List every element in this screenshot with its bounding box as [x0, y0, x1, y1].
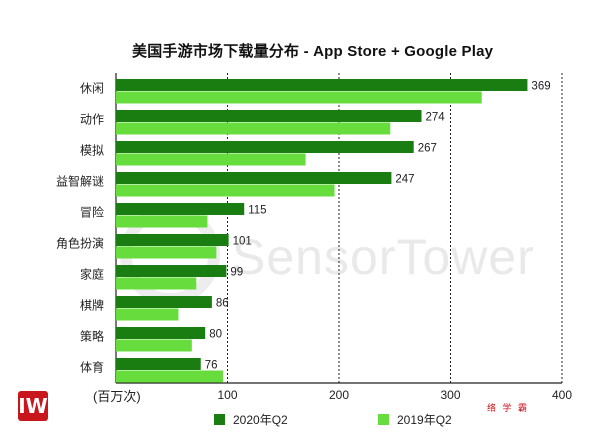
category-label: 休闲: [80, 82, 104, 96]
bar-2020: [116, 203, 245, 215]
bar-2019: [116, 91, 482, 104]
bar-2020: [116, 79, 528, 91]
data-label: 247: [395, 174, 414, 186]
x-tick-label-200: 200: [329, 388, 349, 402]
category-label: 策略: [80, 329, 104, 344]
bar-2019: [116, 370, 224, 383]
legend-swatch-2019: [378, 414, 389, 425]
category-label: 体育: [80, 360, 104, 375]
legend-item-2020: 2020年Q2: [214, 411, 288, 428]
bar-2019: [116, 215, 208, 228]
logo-right: 络 学 霸: [487, 403, 530, 413]
x-axis-unit-label: (百万次): [93, 389, 141, 404]
chart-title: 美国手游市场下载量分布 - App Store + Google Play: [132, 43, 494, 60]
data-label: 115: [248, 205, 266, 217]
category-label: 家庭: [80, 267, 104, 282]
data-label: 80: [209, 329, 222, 341]
data-label: 101: [233, 236, 252, 248]
bar-2020: [116, 141, 414, 153]
bar-2019: [116, 153, 306, 166]
bar-2019: [116, 339, 192, 352]
bar-2019: [116, 184, 335, 197]
legend-swatch-2020: [214, 414, 225, 425]
category-label: 动作: [80, 113, 104, 127]
bar-2020: [116, 358, 201, 370]
category-label: 角色扮演: [56, 236, 104, 251]
legend-label-2019: 2019年Q2: [397, 413, 452, 427]
data-label: 76: [205, 360, 218, 372]
bar-2020: [116, 110, 422, 122]
legend-label-2020: 2020年Q2: [233, 413, 288, 427]
data-label: 86: [216, 298, 229, 310]
category-label: 模拟: [80, 144, 104, 158]
bar-2019: [116, 277, 197, 290]
bar-2019: [116, 246, 217, 259]
category-label: 棋牌: [80, 299, 104, 313]
bar-2019: [116, 122, 391, 135]
bar-2020: [116, 296, 212, 308]
bar-2020: [116, 327, 206, 339]
bar-2019: [116, 308, 179, 321]
x-tick-label-100: 100: [217, 388, 237, 402]
category-label: 益智解谜: [56, 174, 104, 189]
x-tick-label-300: 300: [440, 388, 460, 402]
bar-2020: [116, 265, 227, 277]
bar-2020: [116, 234, 229, 246]
data-label: 267: [418, 143, 437, 155]
data-label: 369: [531, 81, 550, 93]
x-tick-label-400: 400: [552, 388, 572, 402]
data-label: 99: [230, 267, 243, 279]
bar-2020: [116, 172, 392, 184]
legend-item-2019: 2019年Q2: [378, 411, 452, 428]
logo-left-icon: IW: [18, 391, 48, 421]
sensortower-watermark: SensorTower: [232, 229, 535, 285]
category-label: 冒险: [80, 205, 104, 220]
data-label: 274: [426, 112, 446, 124]
